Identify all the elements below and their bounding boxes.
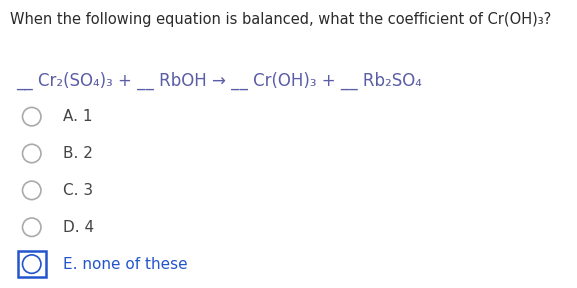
Text: B. 2: B. 2 <box>63 146 93 161</box>
Text: D. 4: D. 4 <box>63 220 95 235</box>
Text: When the following equation is balanced, what the coefficient of Cr(OH)₃?: When the following equation is balanced,… <box>10 12 552 26</box>
Text: __ Cr₂(SO₄)₃ + __ RbOH → __ Cr(OH)₃ + __ Rb₂SO₄: __ Cr₂(SO₄)₃ + __ RbOH → __ Cr(OH)₃ + __… <box>16 72 422 90</box>
Text: C. 3: C. 3 <box>63 183 93 198</box>
Text: E. none of these: E. none of these <box>63 257 188 272</box>
Text: A. 1: A. 1 <box>63 109 93 124</box>
